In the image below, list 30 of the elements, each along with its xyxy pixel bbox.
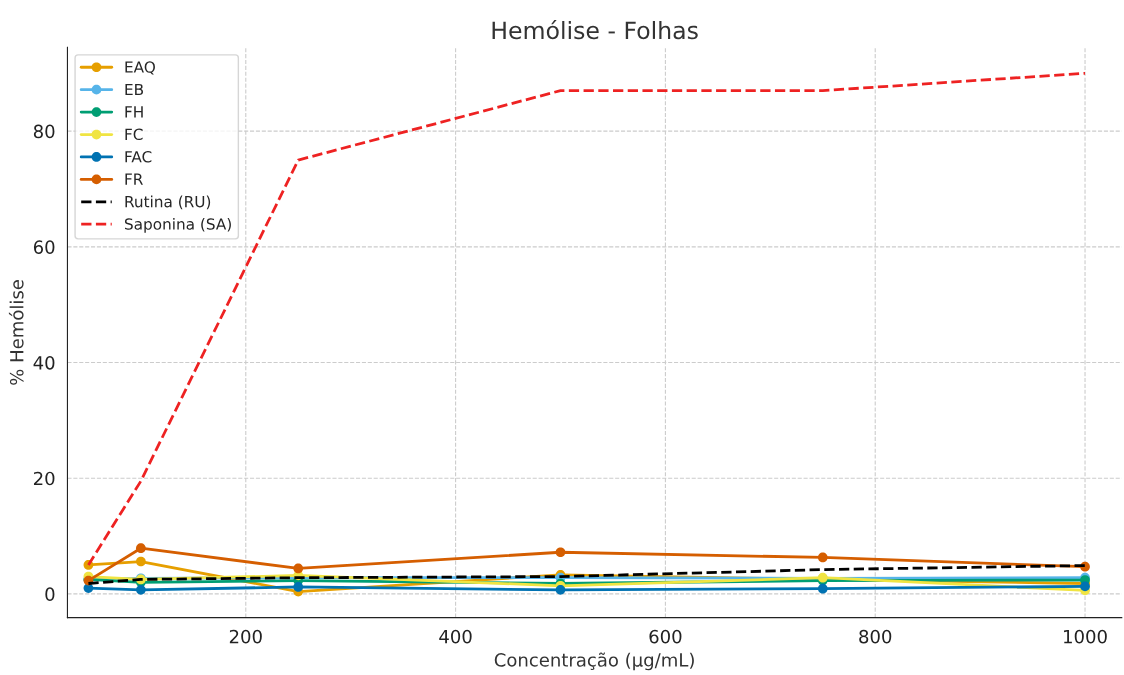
point: [555, 585, 566, 595]
x-tick-label: 600: [649, 629, 682, 644]
legend-label: Rutina (RU): [125, 195, 211, 210]
point: [293, 582, 304, 592]
y-tick-label: 40: [33, 355, 55, 370]
x-axis-title: Concentração (µg/mL): [494, 652, 694, 671]
y-tick-label: 60: [33, 240, 55, 254]
y-tick-label: 80: [33, 124, 55, 139]
legend-label: EAQ: [125, 61, 155, 75]
point: [136, 556, 146, 567]
legend-label: FAC: [125, 150, 152, 163]
y-tick-label: 20: [33, 471, 55, 486]
legend-label: FH: [125, 106, 143, 118]
point: [136, 543, 146, 554]
x-tick-label: 200: [229, 629, 262, 644]
x-tick-label: 800: [859, 629, 892, 644]
y-axis-title: % Hemólise: [8, 280, 24, 385]
point: [817, 552, 828, 563]
point: [136, 585, 146, 595]
y-tick-label: 0: [45, 587, 55, 602]
x-tick-label: 400: [439, 629, 472, 644]
legend-label: EB: [125, 83, 144, 96]
point: [293, 563, 304, 574]
chart-title: Hemólise - Folhas: [492, 20, 698, 40]
x-tick-label: 1000: [1064, 629, 1107, 644]
legend-label: FR: [125, 173, 143, 185]
point: [817, 583, 828, 594]
legend-label: FC: [125, 128, 143, 141]
point: [555, 547, 566, 558]
legend-label: Saponina (SA): [124, 217, 231, 233]
